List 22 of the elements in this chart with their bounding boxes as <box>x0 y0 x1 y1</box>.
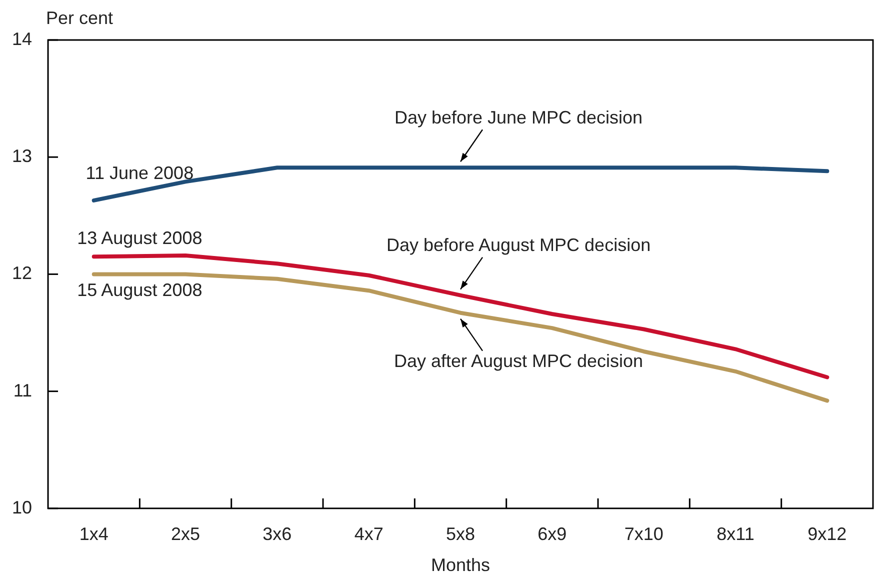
series-label: 13 August 2008 <box>77 228 202 248</box>
x-tick-label: 5x8 <box>446 524 476 544</box>
series-label: 15 August 2008 <box>77 280 202 300</box>
annotation: Day before August MPC decision <box>386 235 651 256</box>
x-tick-label: 9x12 <box>808 524 847 544</box>
annotation: Day before June MPC decision <box>394 108 643 128</box>
series-label: 11 June 2008 <box>86 163 194 184</box>
x-tick-label: 2x5 <box>171 524 200 544</box>
x-tick-label: 3x6 <box>262 524 292 544</box>
x-tick-label: 1x4 <box>79 524 108 544</box>
y-tick-label: 13 <box>12 146 32 166</box>
y-tick-label: 10 <box>12 497 32 518</box>
x-tick-label: 4x7 <box>354 524 384 544</box>
x-tick-label: 8x11 <box>716 524 754 544</box>
x-tick-label: 6x9 <box>538 524 567 544</box>
x-tick-label: 7x10 <box>624 524 664 544</box>
y-axis-title: Per cent <box>46 8 114 28</box>
x-axis-title: Months <box>430 554 490 575</box>
y-tick-label: 12 <box>12 263 32 284</box>
y-tick-label: 11 <box>13 380 32 400</box>
y-tick-label: 14 <box>12 28 32 49</box>
annotation: Day after August MPC decision <box>394 350 644 371</box>
